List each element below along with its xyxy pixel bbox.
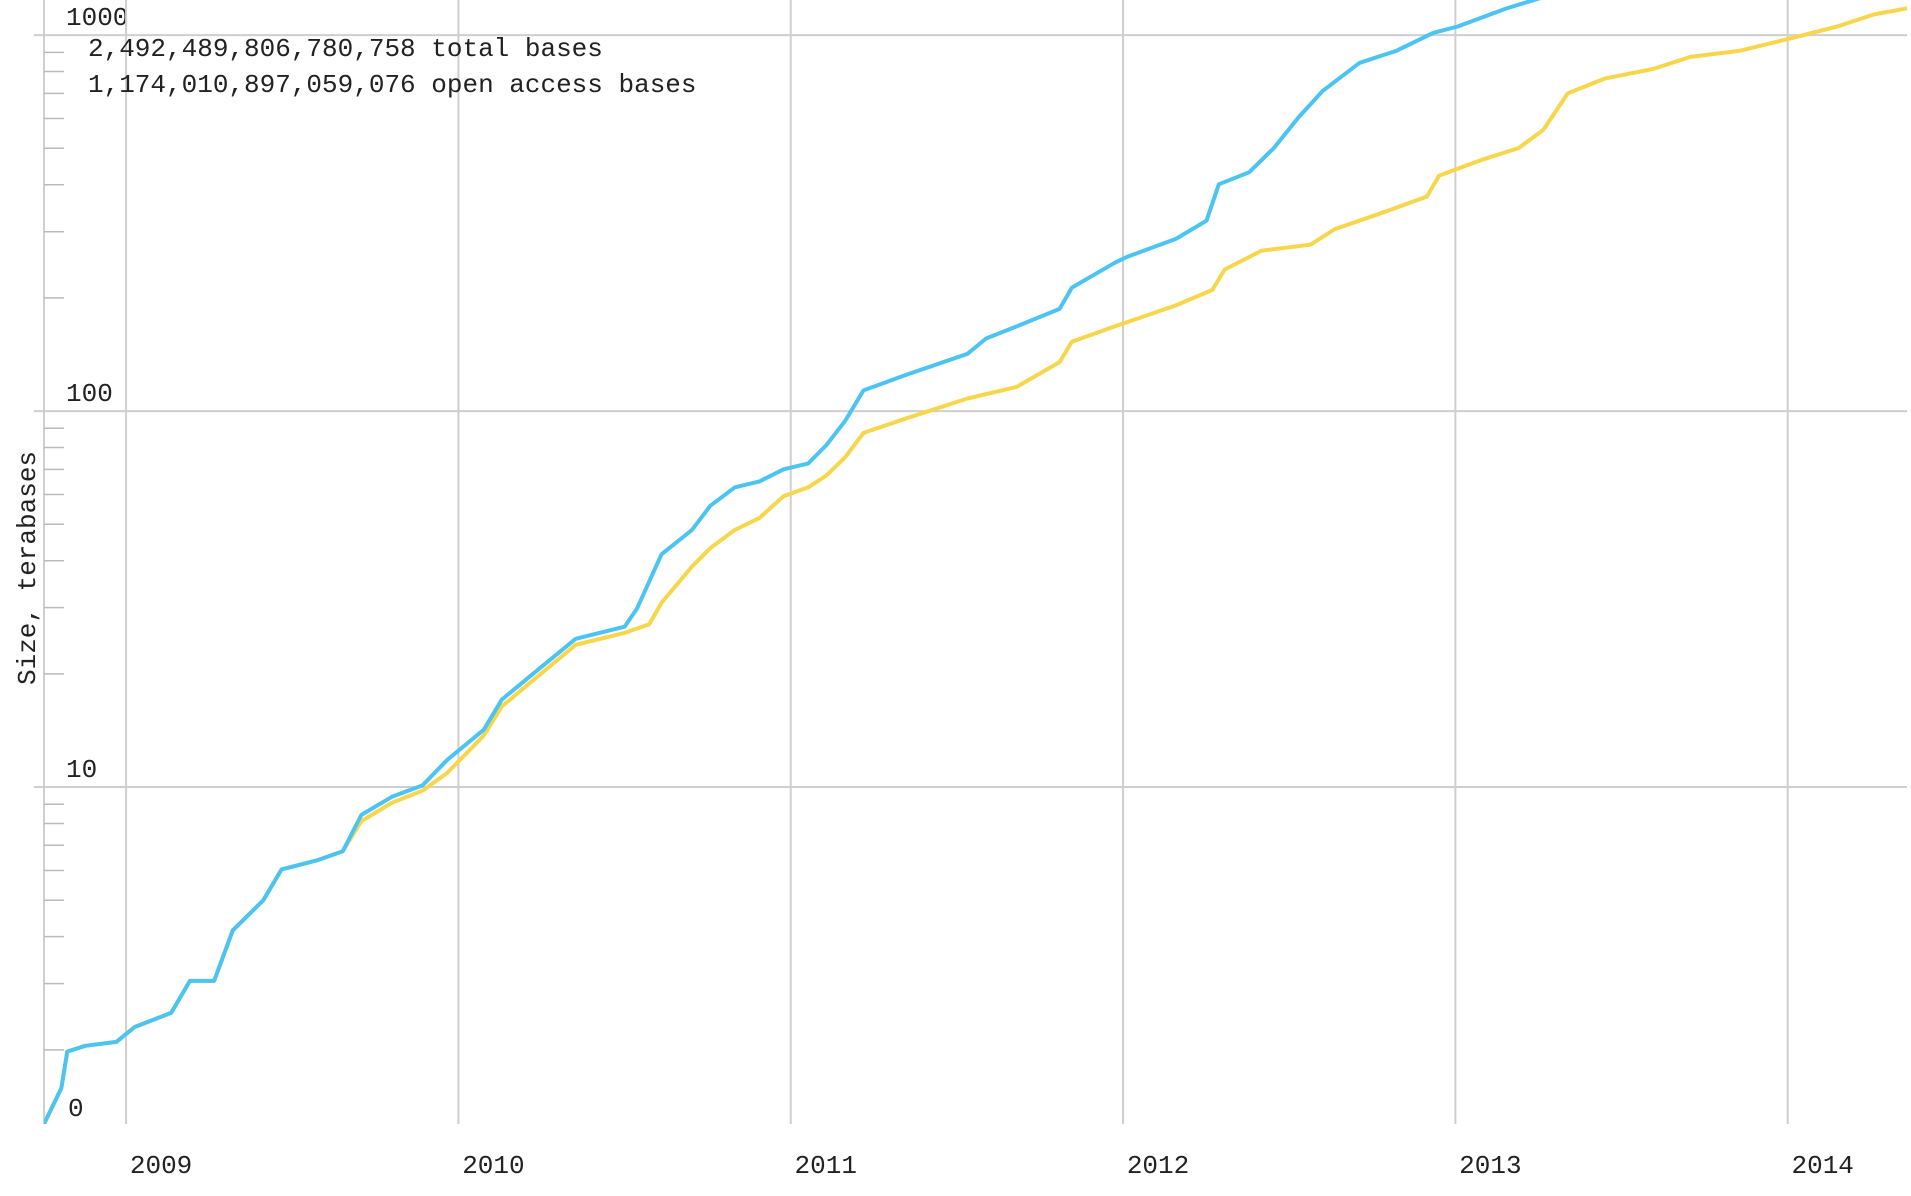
x-tick-label: 2012 bbox=[1127, 1151, 1189, 1181]
legend-entry: 1,174,010,897,059,076 open access bases bbox=[88, 70, 697, 100]
x-tick-label: 2011 bbox=[795, 1151, 857, 1181]
series-line bbox=[44, 0, 1541, 1124]
x-tick-label: 2010 bbox=[462, 1151, 524, 1181]
y-axis-label: Size, terabases bbox=[13, 451, 43, 685]
x-tick-label: 2013 bbox=[1459, 1151, 1521, 1181]
series-line bbox=[44, 6, 1907, 1124]
x-tick-label: 2009 bbox=[130, 1151, 192, 1181]
y-min-label: 0 bbox=[68, 1094, 84, 1124]
y-tick-label: 1000 bbox=[66, 3, 128, 33]
x-tick-label: 2014 bbox=[1791, 1151, 1853, 1181]
y-tick-label: 10 bbox=[66, 755, 97, 785]
y-tick-label: 100 bbox=[66, 379, 113, 409]
plot-area bbox=[44, 0, 1907, 1124]
legend-entry: 2,492,489,806,780,758 total bases bbox=[88, 34, 603, 64]
